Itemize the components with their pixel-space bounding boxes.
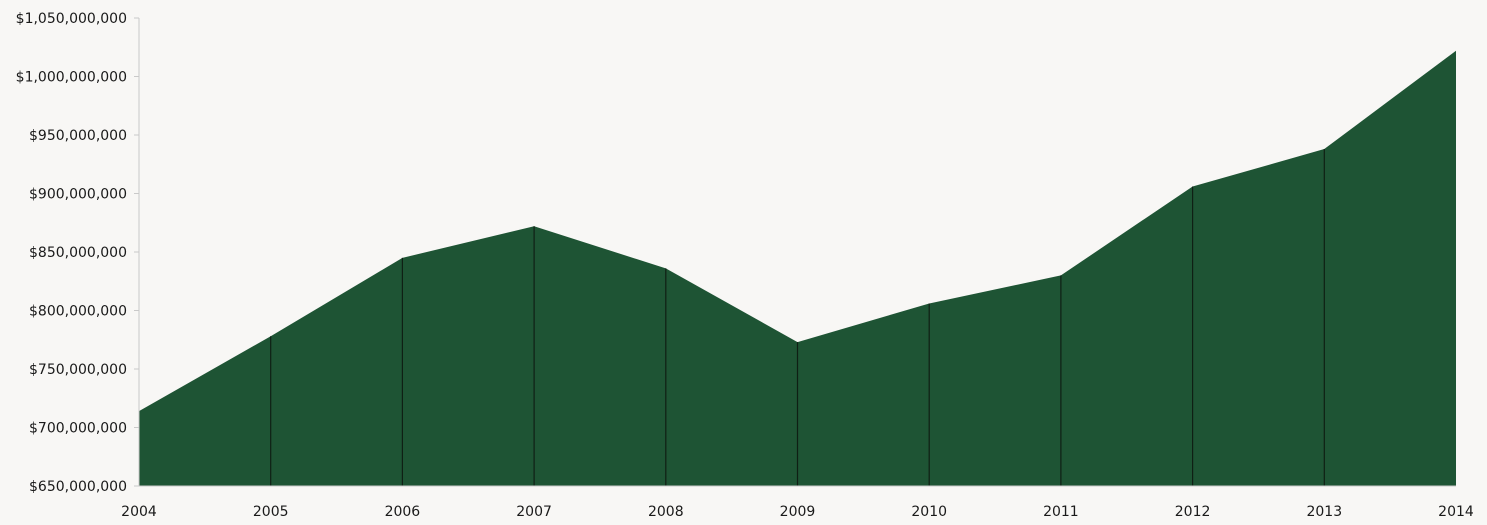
x-tick-label: 2005 <box>253 504 289 520</box>
y-tick-label: $750,000,000 <box>29 362 127 378</box>
y-tick-label: $1,050,000,000 <box>16 11 127 27</box>
x-tick-label: 2012 <box>1175 504 1211 520</box>
x-tick-label: 2004 <box>121 504 157 520</box>
y-tick-label: $950,000,000 <box>29 128 127 144</box>
y-tick-label: $850,000,000 <box>29 245 127 261</box>
x-tick-label: 2006 <box>385 504 421 520</box>
x-tick-label: 2007 <box>516 504 552 520</box>
x-tick-label: 2008 <box>648 504 684 520</box>
y-tick-label: $1,000,000,000 <box>16 70 127 86</box>
axes: $650,000,000 $700,000,000 $750,000,000 $800… <box>16 11 1474 520</box>
y-tick-label: $700,000,000 <box>29 421 127 437</box>
area-series <box>139 50 1456 486</box>
x-tick-label: 2014 <box>1438 504 1474 520</box>
plot-area <box>139 50 1456 486</box>
x-tick-label: 2013 <box>1306 504 1342 520</box>
x-tick-label: 2009 <box>780 504 816 520</box>
x-tick-label: 2010 <box>911 504 947 520</box>
y-tick-label: $650,000,000 <box>29 479 127 495</box>
y-tick-label: $900,000,000 <box>29 187 127 203</box>
x-tick-label: 2011 <box>1043 504 1079 520</box>
y-tick-label: $800,000,000 <box>29 304 127 320</box>
